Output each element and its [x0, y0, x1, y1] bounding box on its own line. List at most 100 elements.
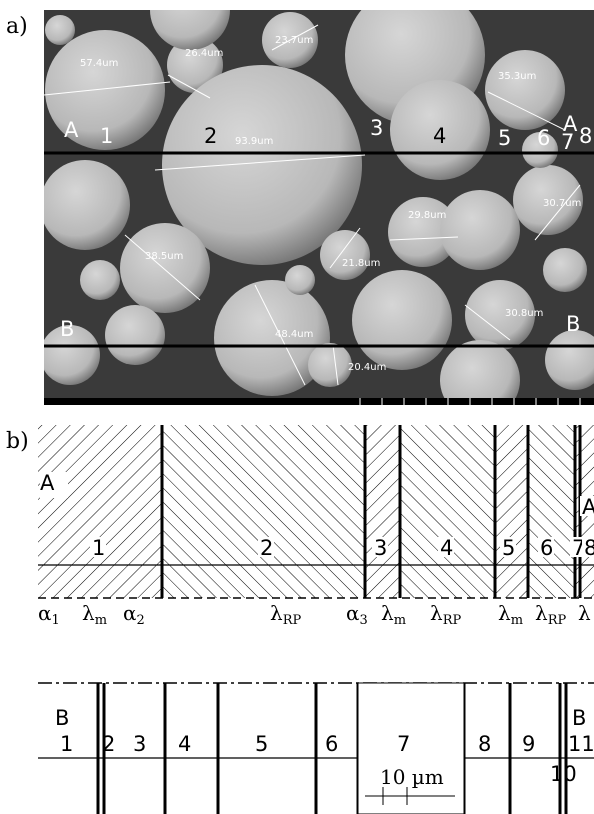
measurement-label: 21.8um	[342, 258, 380, 269]
symbol: λ	[270, 601, 283, 625]
measurement-label: 30.8um	[505, 308, 543, 319]
symbol: λ	[430, 601, 443, 625]
symbol: α	[38, 601, 52, 625]
chord-label: 2	[260, 536, 273, 560]
particle	[320, 230, 370, 280]
symbol-label: α2	[123, 601, 145, 628]
symbol-label: λRP	[270, 601, 301, 628]
particle	[285, 265, 315, 295]
measurement-label: 30.7um	[543, 198, 581, 209]
symbol: α	[346, 601, 360, 625]
subscript: RP	[443, 613, 462, 628]
particle	[105, 305, 165, 365]
subscript: RP	[548, 613, 567, 628]
panel-label: b)	[6, 429, 29, 454]
particle	[543, 248, 587, 292]
chord-label: 1	[92, 536, 105, 560]
particle	[352, 270, 452, 370]
symbol-label: λRP	[535, 601, 566, 628]
chord-label: 4	[440, 536, 453, 560]
symbol: λ	[498, 601, 511, 625]
chord-label: 4	[178, 732, 191, 756]
measurement-label: 20.4um	[348, 362, 386, 373]
panel-label: a)	[6, 14, 28, 39]
hatched-region	[400, 425, 495, 598]
symbol-label: λ	[578, 601, 591, 625]
chord-label: B	[572, 706, 586, 730]
measurement-label: 93.9um	[235, 136, 273, 147]
symbol-label: α1	[38, 601, 60, 628]
subscript: m	[95, 613, 107, 628]
subscript: m	[394, 613, 406, 628]
symbol: λ	[381, 601, 394, 625]
scale-bar-label: 10 µm	[380, 765, 444, 789]
chord-label: 1	[60, 732, 73, 756]
symbol: λ	[578, 601, 591, 625]
measurement-label: 57.4um	[80, 58, 118, 69]
chord-label: 2	[102, 732, 115, 756]
scale-strip	[44, 398, 594, 405]
chord-label: A	[40, 471, 55, 495]
particle	[80, 260, 120, 300]
hatched-region	[162, 425, 365, 598]
chord-label: B	[55, 706, 69, 730]
hatched-region	[38, 425, 162, 598]
chord-label: A	[582, 495, 594, 519]
chord-label: 5	[255, 732, 268, 756]
subscript: m	[511, 613, 523, 628]
chord-label: 5	[502, 536, 515, 560]
measurement-label: 23.7um	[275, 35, 313, 46]
chord-label: A	[64, 118, 79, 142]
hatched-region	[495, 425, 528, 598]
subscript: 2	[137, 613, 145, 628]
chord-label: 1	[100, 124, 113, 148]
subscript: 1	[52, 613, 60, 628]
particle	[440, 190, 520, 270]
chord-label: 6	[325, 732, 338, 756]
hatched-region	[365, 425, 400, 598]
symbol: λ	[82, 601, 95, 625]
symbol-label: λm	[381, 601, 406, 628]
subscript: 3	[360, 613, 368, 628]
symbol-label: λm	[498, 601, 523, 628]
chord-label: 8	[579, 124, 592, 148]
chord-label: B	[566, 312, 580, 336]
chord-label: 7	[397, 732, 410, 756]
chord-label: 4	[433, 124, 446, 148]
chord-label: 3	[133, 732, 146, 756]
particle	[440, 340, 520, 420]
particle	[485, 50, 565, 130]
chord-label: 3	[374, 536, 387, 560]
particle	[45, 15, 75, 45]
chord-label: 7	[561, 130, 574, 154]
symbol: λ	[535, 601, 548, 625]
chord-label: 6	[540, 536, 553, 560]
chord-label: 10	[550, 762, 577, 786]
subscript: RP	[283, 613, 302, 628]
chord-label: B	[60, 317, 74, 341]
chord-label: 8	[478, 732, 491, 756]
chord-label: 3	[370, 116, 383, 140]
gap	[358, 683, 464, 814]
symbol: α	[123, 601, 137, 625]
chord-label: 5	[498, 126, 511, 150]
chord-label: 6	[537, 126, 550, 150]
chord-label: 8	[584, 536, 594, 560]
chord-label: 2	[204, 124, 217, 148]
symbol-label: α3	[346, 601, 368, 628]
particle	[308, 343, 352, 387]
chord-label: 9	[522, 732, 535, 756]
measurement-label: 29.8um	[408, 210, 446, 221]
measurement-label: 26.4um	[185, 48, 223, 59]
symbol-label: λRP	[430, 601, 461, 628]
particle	[40, 160, 130, 250]
symbol-label: λm	[82, 601, 107, 628]
hatched-region	[528, 425, 575, 598]
chord-label: 11	[568, 732, 594, 756]
measurement-label: 35.3um	[498, 71, 536, 82]
measurement-label: 48.4um	[275, 329, 313, 340]
figure: a) b) A12345678Aα1λmα2λRPα3λmλRPλmλRPλB1…	[0, 0, 594, 814]
particle	[120, 223, 210, 313]
measurement-label: 38.5um	[145, 251, 183, 262]
